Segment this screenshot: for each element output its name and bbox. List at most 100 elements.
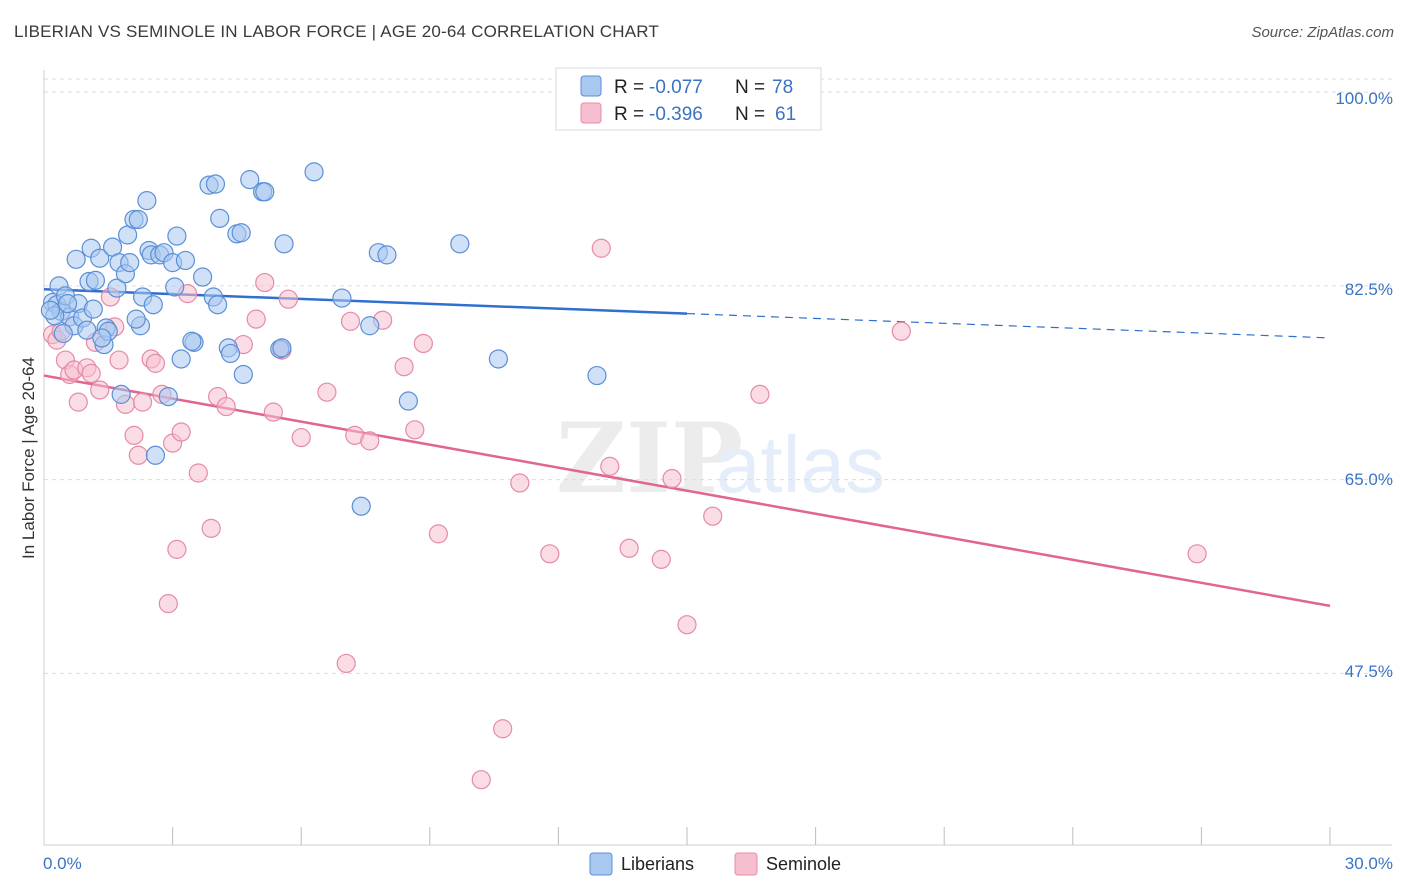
liberians-point	[85, 270, 106, 290]
liberians-trend-extension	[686, 312, 1331, 339]
seminole-point	[360, 431, 380, 451]
y-tick-label: 82.5%	[1345, 280, 1393, 299]
legend-r-label: R =	[614, 104, 644, 125]
seminole-point	[263, 402, 283, 422]
seminole-point	[317, 382, 337, 402]
liberians-point	[274, 234, 294, 254]
liberians-point	[587, 365, 607, 386]
legend-n-label: N =	[735, 77, 765, 98]
liberians-point	[233, 364, 253, 385]
legend-n-value: 61	[775, 104, 796, 125]
liberians-point	[231, 223, 251, 243]
liberians-point	[360, 316, 380, 336]
bottom-legend-swatch-seminole	[734, 852, 758, 876]
legend-swatch-seminole	[580, 102, 602, 124]
seminole-point	[158, 594, 178, 614]
bottom-legend-label: Liberians	[621, 854, 694, 874]
legend: R = -0.077 N = 78 R = -0.396 N = 61	[555, 67, 822, 131]
seminole-point	[540, 544, 560, 564]
x-tick-label: 0.0%	[43, 854, 82, 873]
liberians-point	[240, 170, 260, 190]
liberians-point	[53, 323, 73, 344]
liberians-point	[220, 343, 241, 364]
liberians-point	[165, 277, 185, 297]
liberians-point	[208, 295, 228, 315]
seminole-point	[591, 238, 611, 258]
seminole-point	[109, 350, 129, 370]
liberians-point	[167, 226, 187, 246]
seminole-point	[651, 549, 671, 569]
seminole-point	[167, 539, 187, 559]
seminole-point	[171, 422, 191, 442]
legend-n-label: N =	[735, 104, 765, 125]
liberians-point	[182, 331, 202, 351]
seminole-point	[405, 420, 425, 440]
liberians-point	[92, 328, 112, 348]
seminole-point	[145, 353, 166, 373]
seminole-point	[128, 445, 148, 465]
liberians-point	[66, 249, 86, 269]
seminole-point	[340, 311, 361, 331]
seminole-point	[600, 456, 620, 476]
liberians-point	[77, 320, 97, 340]
liberians-point	[450, 234, 470, 254]
liberians-point	[272, 338, 292, 358]
bottom-legend-label: Seminole	[766, 854, 841, 874]
seminole-point	[81, 363, 101, 383]
seminole-point	[216, 396, 236, 417]
seminole-point	[471, 770, 491, 790]
seminole-point	[132, 392, 153, 412]
watermark-atlas: atlas	[716, 420, 885, 509]
liberians-point	[90, 248, 110, 268]
chart-title: LIBERIAN VS SEMINOLE IN LABOR FORCE | AG…	[14, 22, 660, 41]
liberians-point	[126, 309, 146, 329]
seminole-point	[677, 615, 697, 635]
axes	[43, 70, 1392, 846]
seminole-point	[1187, 544, 1207, 564]
legend-n-value: 78	[772, 77, 793, 98]
source-label: Source: ZipAtlas.com	[1251, 24, 1394, 41]
y-tick-label: 100.0%	[1335, 89, 1393, 108]
liberians-point	[83, 299, 103, 319]
liberians-point	[351, 496, 371, 516]
liberians-point	[255, 182, 275, 202]
liberians-point	[120, 253, 140, 273]
bottom-legend-swatch-liberians	[589, 852, 613, 876]
seminole-point	[90, 380, 110, 400]
seminole-point	[278, 289, 298, 309]
liberians-point	[128, 209, 148, 230]
liberians-point	[210, 208, 230, 228]
liberians-point	[175, 250, 196, 271]
seminole-point	[510, 473, 530, 493]
seminole-point	[413, 333, 433, 354]
seminole-point	[619, 538, 639, 558]
seminole-point	[336, 653, 356, 674]
liberians-point	[111, 384, 131, 404]
liberians-point	[40, 300, 61, 320]
liberians-point	[205, 174, 226, 194]
seminole-point	[291, 427, 311, 448]
y-tick-label: 47.5%	[1345, 662, 1393, 681]
liberians-point	[145, 445, 166, 465]
seminole-point	[246, 309, 266, 329]
seminole-point	[750, 384, 770, 404]
seminole-point	[703, 506, 723, 526]
liberians-point	[137, 191, 157, 211]
seminole-trend-line	[43, 374, 1331, 608]
liberians-point	[171, 349, 191, 369]
seminole-point	[662, 468, 682, 489]
seminole-point	[201, 518, 221, 538]
scatter-points	[40, 162, 1207, 790]
legend-swatch-liberians	[580, 75, 602, 97]
liberians-point	[332, 288, 352, 308]
liberians-point	[158, 387, 178, 407]
seminole-point	[124, 425, 144, 445]
x-tick-label: 30.0%	[1345, 854, 1393, 873]
y-tick-label: 65.0%	[1345, 470, 1393, 489]
y-axis-label: In Labor Force | Age 20-64	[19, 357, 38, 559]
liberians-point	[57, 294, 78, 314]
liberians-point	[143, 295, 163, 315]
liberians-point	[304, 162, 324, 182]
seminole-point	[188, 463, 208, 483]
seminole-point	[255, 272, 275, 293]
